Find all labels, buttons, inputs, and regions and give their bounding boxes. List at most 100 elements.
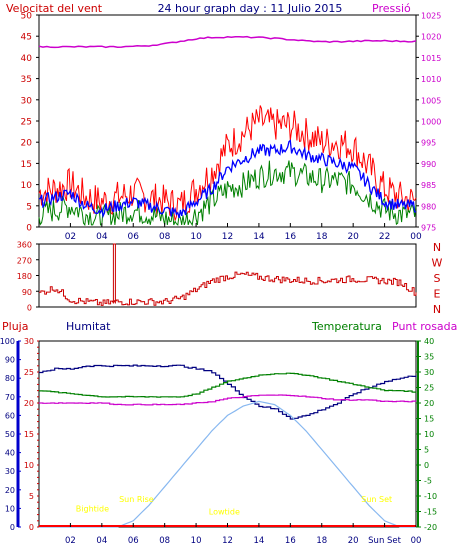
pressure-y-tick-label: 990 xyxy=(421,160,436,169)
pressure-y-tick-label: 975 xyxy=(421,224,436,233)
temp-x-tick-label: 14 xyxy=(254,536,265,546)
direction-panel-frame xyxy=(38,243,417,308)
pressure-y-tick-label: 980 xyxy=(421,202,436,211)
temp-x-tick-label: 00 xyxy=(411,536,422,546)
direction-letter-n: N xyxy=(433,241,441,254)
humidity-y-tick-label: 25 xyxy=(24,368,34,377)
wind-y-tick-label: 45 xyxy=(21,33,32,43)
wind-y-tick-label: 25 xyxy=(21,118,32,128)
temp-x-tick-label: 04 xyxy=(96,536,107,546)
wind-y-tick-label: 10 xyxy=(21,181,33,191)
direction-y-tick-label: 360 xyxy=(17,241,32,250)
wind-x-tick-label: 08 xyxy=(159,232,171,242)
temperature-y-tick-label: -5 xyxy=(424,477,432,486)
rain-y-tick-label: 90 xyxy=(5,356,15,365)
pressure-y-tick-label: 1010 xyxy=(421,75,441,84)
wind-x-tick-label: 12 xyxy=(222,232,233,242)
legend-rain: Pluja xyxy=(2,320,28,333)
series-punt-rosada-line xyxy=(39,394,416,406)
rain-y-tick-label: 20 xyxy=(5,486,15,495)
temp-x-tick-label: 08 xyxy=(159,536,170,546)
event-label-lowtide: Lowtide xyxy=(209,508,240,517)
wind-y-tick-label: 20 xyxy=(21,139,33,149)
wind-y-tick-label: 0 xyxy=(26,224,32,234)
wind-y-tick-label: 35 xyxy=(21,75,32,85)
wind-y-tick-label: 50 xyxy=(21,12,33,22)
humidity-y-tick-label: 15 xyxy=(24,430,34,439)
wind-x-tick-label: 04 xyxy=(96,232,108,242)
rain-y-tick-label: 0 xyxy=(10,523,15,532)
temperature-y-tick-label: 15 xyxy=(424,415,434,424)
direction-letter-n: N xyxy=(433,303,441,316)
temperature-y-tick-label: -15 xyxy=(424,508,437,517)
pressure-y-tick-label: 985 xyxy=(421,181,436,190)
legend-dewpoint: Punt rosada xyxy=(392,320,457,333)
wind-x-tick-label: 18 xyxy=(316,232,328,242)
series-pressure-line xyxy=(38,35,417,49)
pressure-y-tick-label: 995 xyxy=(421,139,436,148)
axes: 0510152025303540455097598098599099510001… xyxy=(0,12,443,547)
rain-y-tick-label: 30 xyxy=(5,467,15,476)
direction-letter-w: W xyxy=(432,257,443,270)
rain-y-tick-label: 60 xyxy=(5,411,15,420)
wind-x-tick-label: 16 xyxy=(285,232,297,242)
temp-x-tick-label: 06 xyxy=(128,536,139,546)
legend-temperature: Temperatura xyxy=(311,320,382,333)
wind-x-tick-label: 00 xyxy=(410,232,422,242)
wind-x-tick-label: 06 xyxy=(128,232,140,242)
direction-spike xyxy=(112,243,116,304)
pressure-y-tick-label: 1020 xyxy=(421,33,441,42)
temp-x-tick-label: 10 xyxy=(191,536,202,546)
pressure-y-tick-label: 1005 xyxy=(421,96,441,105)
legend-humidity: Humitat xyxy=(66,320,111,333)
temperature-y-tick-label: -20 xyxy=(424,523,437,532)
temperature-y-tick-label: 30 xyxy=(424,368,434,377)
wind-y-tick-label: 30 xyxy=(21,96,33,106)
chart-title: 24 hour graph day : 11 Julio 2015 xyxy=(158,2,343,15)
temperature-y-tick-label: -10 xyxy=(424,492,437,501)
temperature-y-tick-label: 20 xyxy=(424,399,434,408)
temperature-y-tick-label: 25 xyxy=(424,384,434,393)
pressure-label: Pressió xyxy=(372,2,411,15)
wind-x-tick-label: 14 xyxy=(253,232,265,242)
pressure-y-tick-label: 1015 xyxy=(421,54,441,63)
temperature-y-tick-label: 35 xyxy=(424,353,434,362)
series-direction-line xyxy=(39,271,417,306)
temperature-y-tick-label: 0 xyxy=(424,461,429,470)
series-wind-gust-line xyxy=(38,105,417,221)
direction-y-tick-label: 180 xyxy=(17,272,32,281)
humidity-y-tick-label: 10 xyxy=(24,461,34,470)
wind-y-tick-label: 40 xyxy=(21,54,33,64)
temp-x-tick-label: 20 xyxy=(348,536,359,546)
direction-letter-e: E xyxy=(434,288,441,301)
humidity-y-tick-label: 5 xyxy=(29,492,34,501)
event-label-sun-rise: Sun Rise xyxy=(119,495,154,504)
rain-y-tick-label: 10 xyxy=(5,504,15,513)
direction-y-tick-label: 0 xyxy=(27,304,32,313)
wind-x-tick-label: 20 xyxy=(347,232,359,242)
wind-y-tick-label: 15 xyxy=(21,160,32,170)
series-temperatura-line xyxy=(39,372,417,398)
event-label-bightide: Bightide xyxy=(76,505,109,514)
direction-letter-s: S xyxy=(434,272,441,285)
temp-x-tick-label: 02 xyxy=(65,536,76,546)
direction-y-tick-label: 270 xyxy=(17,256,32,265)
series-humitat-line xyxy=(39,364,417,420)
temp-x-tick-label: 16 xyxy=(285,536,296,546)
rain-y-tick-label: 40 xyxy=(5,449,15,458)
pressure-y-tick-label: 1025 xyxy=(421,12,441,21)
rain-y-tick-label: 70 xyxy=(5,393,15,402)
wind-speed-label: Velocitat del vent xyxy=(6,2,103,15)
direction-y-tick-label: 90 xyxy=(22,288,32,297)
humidity-y-tick-label: 30 xyxy=(24,337,34,346)
temp-x-tick-label: 12 xyxy=(222,536,233,546)
wind-x-tick-label: 10 xyxy=(190,232,202,242)
temp-x-tick-label: Sun Set xyxy=(368,536,401,546)
pressure-y-tick-label: 1000 xyxy=(421,118,441,127)
temp-panel-frame xyxy=(38,340,417,528)
series-wind-avg-line xyxy=(38,139,416,219)
wind-x-tick-label: 02 xyxy=(65,232,76,242)
wind-x-tick-label: 22 xyxy=(379,232,390,242)
